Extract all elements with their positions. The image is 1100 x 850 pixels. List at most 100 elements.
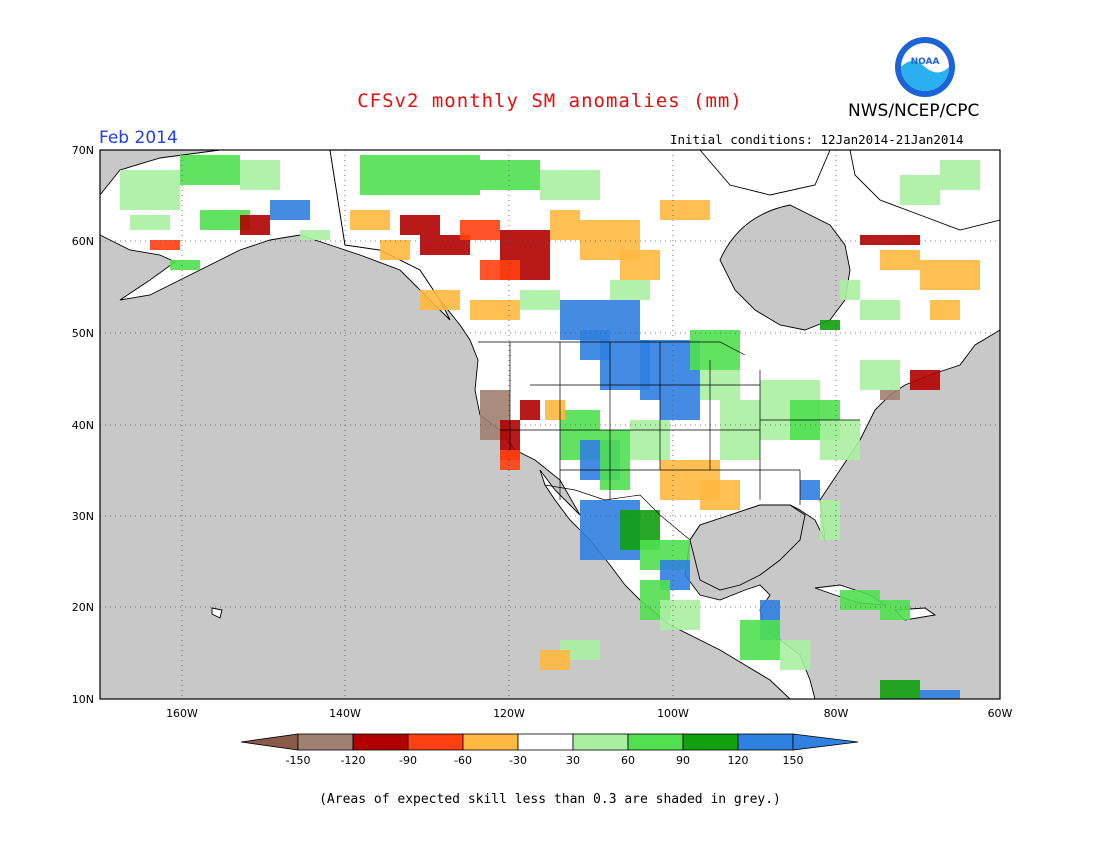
lat-label: 20N xyxy=(72,601,94,614)
anomaly-cell xyxy=(740,620,780,660)
anomaly-cell xyxy=(860,235,920,245)
lat-label: 10N xyxy=(72,693,94,706)
anomaly-cell xyxy=(240,215,270,235)
lat-label: 30N xyxy=(72,510,94,523)
colorbar-swatch xyxy=(627,733,684,751)
anomaly-cell xyxy=(840,280,860,300)
anomaly-cell xyxy=(460,220,500,240)
noaa-logo: NOAA xyxy=(895,37,955,97)
colorbar-label: -90 xyxy=(399,754,417,767)
anomaly-cell xyxy=(420,235,470,255)
anomaly-cell xyxy=(820,500,840,540)
colorbar: -150 -120 -90 -60 -30 30 60 90 120 150 xyxy=(240,733,859,767)
anomaly-cell xyxy=(620,250,660,280)
anomaly-cell xyxy=(270,200,310,220)
graticule xyxy=(100,150,1000,699)
anomaly-cell xyxy=(910,370,940,390)
political-borders xyxy=(478,341,860,541)
colorbar-label: 120 xyxy=(728,754,749,767)
lat-label: 40N xyxy=(72,419,94,432)
anomaly-cell xyxy=(480,160,540,190)
colorbar-arrow-left xyxy=(240,733,299,751)
lon-label: 160W xyxy=(166,707,198,720)
anomaly-cell xyxy=(820,320,840,330)
lat-label: 60N xyxy=(72,235,94,248)
gulf-of-mexico xyxy=(689,504,806,591)
agency-label: NWS/NCEP/CPC xyxy=(848,101,980,121)
anomaly-cell xyxy=(120,170,180,210)
anomaly-cell xyxy=(920,690,960,699)
colorbar-swatch xyxy=(462,733,519,751)
anomaly-cell xyxy=(880,250,920,270)
map-frame xyxy=(99,149,1001,700)
anomaly-cell xyxy=(820,420,860,460)
footnote: (Areas of expected skill less than 0.3 a… xyxy=(319,792,781,807)
anomaly-cell xyxy=(800,480,820,500)
colorbar-label: -150 xyxy=(286,754,311,767)
anomaly-cell xyxy=(150,240,180,250)
anomaly-cell xyxy=(880,390,900,400)
lat-labels: 70N 60N 50N 40N 30N 20N 10N xyxy=(72,144,94,706)
anomaly-cell xyxy=(130,215,170,230)
lon-label: 80W xyxy=(824,707,849,720)
anomaly-cell xyxy=(240,160,280,190)
forecast-month: Feb 2014 xyxy=(99,128,178,148)
colorbar-label: 90 xyxy=(676,754,690,767)
initial-conditions: Initial conditions: 12Jan2014-21Jan2014 xyxy=(670,132,964,147)
anomaly-cell xyxy=(700,480,740,510)
anomaly-cell xyxy=(860,360,900,390)
anomaly-cell xyxy=(380,240,410,260)
anomaly-cell xyxy=(880,680,920,699)
colorbar-swatch xyxy=(517,733,574,751)
lon-label: 100W xyxy=(657,707,689,720)
colorbar-swatch xyxy=(572,733,629,751)
lat-label: 70N xyxy=(72,144,94,157)
lat-label: 50N xyxy=(72,327,94,340)
anomaly-cell xyxy=(880,600,910,620)
anomaly-cell xyxy=(520,290,560,310)
anomaly-cell xyxy=(400,215,440,235)
anomaly-cell xyxy=(500,450,520,470)
colorbar-arrow-right xyxy=(792,733,859,751)
colorbar-label: -120 xyxy=(341,754,366,767)
anomaly-cell xyxy=(780,640,810,670)
colorbar-label: -30 xyxy=(509,754,527,767)
anomaly-cell xyxy=(690,330,740,370)
colorbar-swatch xyxy=(737,733,794,751)
lon-labels: 160W 140W 120W 100W 80W 60W xyxy=(166,707,1012,720)
anomaly-cell xyxy=(170,260,200,270)
anomaly-cell xyxy=(350,210,390,230)
anomaly-cell xyxy=(540,650,570,670)
noaa-logo-text: NOAA xyxy=(911,57,940,67)
anomaly-cell xyxy=(930,300,960,320)
anomaly-cell xyxy=(580,330,610,360)
anomaly-cell xyxy=(660,400,700,420)
colorbar-label: 60 xyxy=(621,754,635,767)
anomaly-cell xyxy=(540,170,600,200)
anomaly-cell xyxy=(660,200,710,220)
anomaly-cell xyxy=(900,175,940,205)
lon-label: 60W xyxy=(988,707,1013,720)
lon-label: 140W xyxy=(329,707,361,720)
anomaly-cell xyxy=(920,260,980,290)
anomaly-cell xyxy=(520,400,540,420)
anomaly-cell xyxy=(860,300,900,320)
colorbar-label: -60 xyxy=(454,754,472,767)
anomaly-cell xyxy=(660,600,700,630)
map-title: CFSv2 monthly SM anomalies (mm) xyxy=(357,90,743,112)
anomaly-cell xyxy=(600,430,630,490)
anomaly-cell xyxy=(940,160,980,190)
colorbar-label: 30 xyxy=(566,754,580,767)
anomaly-cell xyxy=(550,210,580,240)
anomaly-cell xyxy=(470,300,520,320)
lon-label: 120W xyxy=(493,707,525,720)
anomaly-cell xyxy=(630,420,670,460)
anomaly-cell xyxy=(360,155,480,195)
anomaly-cell xyxy=(420,290,460,310)
anomaly-cell xyxy=(180,155,240,185)
colorbar-swatch xyxy=(407,733,464,751)
colorbar-label: 150 xyxy=(783,754,804,767)
anomaly-cell xyxy=(545,400,565,420)
anomaly-cell xyxy=(480,260,520,280)
